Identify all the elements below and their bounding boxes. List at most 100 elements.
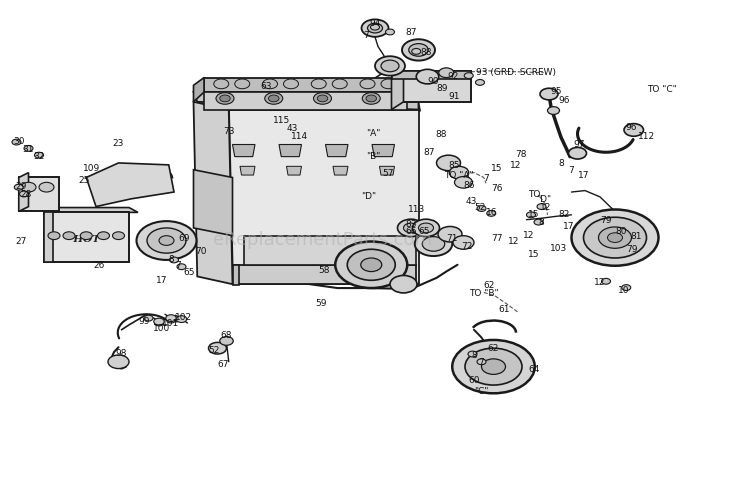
Circle shape — [415, 232, 452, 257]
Text: 95: 95 — [550, 87, 562, 95]
Text: 12: 12 — [508, 237, 520, 245]
Polygon shape — [86, 164, 174, 207]
Polygon shape — [229, 110, 419, 285]
Circle shape — [362, 93, 380, 105]
Polygon shape — [392, 72, 471, 103]
Circle shape — [154, 318, 164, 325]
Circle shape — [436, 156, 460, 171]
Circle shape — [368, 24, 382, 34]
Circle shape — [381, 61, 399, 73]
Text: 32: 32 — [33, 151, 45, 160]
Polygon shape — [326, 145, 348, 157]
Text: 63: 63 — [260, 82, 272, 91]
Text: "HOT": "HOT" — [68, 235, 105, 243]
Circle shape — [526, 212, 536, 218]
Polygon shape — [194, 78, 204, 103]
Circle shape — [602, 279, 610, 285]
Polygon shape — [204, 78, 406, 93]
Text: 99: 99 — [138, 316, 150, 325]
Circle shape — [540, 89, 558, 101]
Circle shape — [108, 355, 129, 369]
Text: 66: 66 — [405, 227, 417, 236]
Text: 17: 17 — [155, 275, 167, 284]
Circle shape — [166, 318, 176, 323]
Circle shape — [449, 167, 469, 180]
Text: 62: 62 — [483, 280, 495, 289]
Polygon shape — [244, 236, 416, 265]
Circle shape — [214, 80, 229, 90]
Polygon shape — [225, 93, 420, 111]
Circle shape — [419, 224, 434, 233]
Circle shape — [476, 80, 484, 86]
Text: "D": "D" — [536, 195, 551, 204]
Circle shape — [14, 185, 23, 191]
Text: 81: 81 — [630, 232, 642, 241]
Circle shape — [311, 80, 326, 90]
Circle shape — [422, 237, 445, 252]
Text: 113: 113 — [408, 205, 424, 213]
Text: 90: 90 — [427, 77, 439, 86]
Circle shape — [537, 204, 546, 210]
Circle shape — [147, 228, 186, 254]
Circle shape — [39, 183, 54, 193]
Polygon shape — [232, 265, 416, 285]
Circle shape — [268, 96, 279, 103]
Circle shape — [375, 57, 405, 76]
Circle shape — [477, 359, 486, 365]
Text: 8: 8 — [471, 350, 477, 359]
Text: 71: 71 — [446, 234, 458, 242]
Circle shape — [452, 340, 535, 393]
Text: 102: 102 — [176, 313, 192, 321]
Circle shape — [48, 232, 60, 240]
Circle shape — [454, 177, 472, 189]
Circle shape — [608, 233, 622, 243]
Circle shape — [453, 236, 474, 250]
Text: 67: 67 — [217, 360, 229, 368]
Circle shape — [464, 74, 473, 79]
Text: 73: 73 — [223, 127, 235, 136]
Text: 59: 59 — [315, 298, 327, 307]
Circle shape — [112, 232, 125, 240]
Polygon shape — [372, 145, 394, 157]
Text: 92: 92 — [447, 72, 459, 81]
Circle shape — [402, 40, 435, 61]
Polygon shape — [279, 145, 302, 157]
Circle shape — [144, 316, 153, 321]
Circle shape — [548, 107, 560, 115]
Text: 25: 25 — [78, 176, 90, 184]
Polygon shape — [194, 103, 232, 285]
Text: 79: 79 — [626, 245, 638, 254]
Text: 43: 43 — [465, 197, 477, 205]
Circle shape — [154, 320, 164, 326]
Circle shape — [477, 206, 486, 212]
Text: "D": "D" — [362, 192, 376, 200]
Circle shape — [438, 227, 462, 242]
Text: 77: 77 — [490, 234, 502, 242]
Text: 8: 8 — [168, 255, 174, 263]
Circle shape — [487, 211, 496, 217]
Text: 12: 12 — [594, 277, 606, 286]
Circle shape — [176, 316, 187, 323]
Polygon shape — [333, 167, 348, 176]
Polygon shape — [194, 170, 232, 236]
Circle shape — [80, 232, 92, 240]
Circle shape — [216, 93, 234, 105]
Polygon shape — [19, 173, 28, 212]
Text: 87: 87 — [423, 148, 435, 157]
Circle shape — [362, 20, 388, 38]
Text: 89: 89 — [436, 84, 448, 92]
Text: 97: 97 — [573, 140, 585, 149]
Text: 88: 88 — [435, 130, 447, 139]
Polygon shape — [44, 208, 138, 213]
Text: 15: 15 — [490, 164, 502, 173]
Circle shape — [166, 315, 176, 322]
Circle shape — [416, 70, 439, 85]
Text: 12: 12 — [540, 203, 552, 212]
Polygon shape — [392, 72, 404, 110]
Circle shape — [412, 49, 421, 55]
Text: TO "B": TO "B" — [469, 288, 499, 297]
Text: "B": "B" — [366, 151, 381, 160]
Circle shape — [317, 96, 328, 103]
Text: 7: 7 — [176, 261, 181, 270]
Text: 8: 8 — [558, 159, 564, 168]
